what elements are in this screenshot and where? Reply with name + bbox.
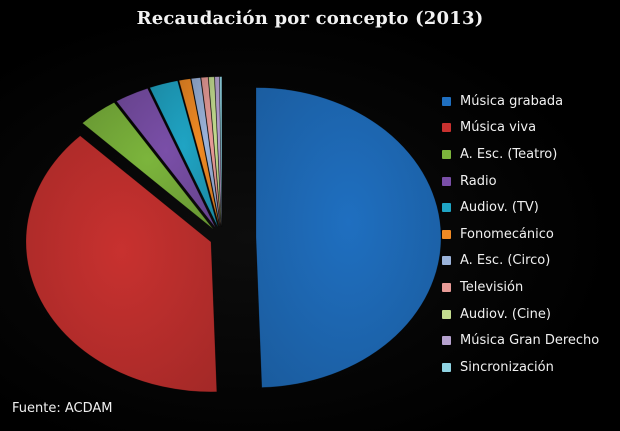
pie-slice-television [200,76,222,227]
legend-item-musica-viva: Música viva [442,115,617,142]
legend-label: Radio [460,173,497,189]
legend-label: A. Esc. (Circo) [460,253,551,269]
pie-slice-musica-gran-derecho [214,76,222,227]
legend-swatch [442,336,451,346]
legend-swatch [442,203,451,213]
legend-swatch [442,282,451,292]
legend-label: A. Esc. (Teatro) [460,146,558,162]
chart-legend: Música grabada Música viva A. Esc. (Teatro… [442,88,617,381]
legend-swatch [442,229,451,239]
legend-item-radio: Radio [442,168,617,195]
pie-slice-audiov-cine [208,76,222,227]
source-note: Fuente: ACDAM [12,401,113,416]
pie-slice-radio [116,88,216,229]
legend-item-a-esc-teatro: A. Esc. (Teatro) [442,141,617,168]
legend-swatch [442,309,451,319]
legend-item-audiov-cine: Audiov. (Cine) [442,301,617,328]
legend-swatch [442,256,451,266]
legend-label: Música grabada [460,93,564,109]
pie-slice-fonomecanico [178,78,220,227]
legend-label: Sincronización [460,359,554,375]
pie-slice-audiov-tv [149,80,219,228]
legend-swatch [442,176,451,186]
pie-slice-musica-grabada [255,87,442,388]
pie-slice-sincronizacion [219,76,223,227]
legend-item-sincronizacion: Sincronización [442,354,617,381]
pie-slice-a-esc-teatro [81,102,214,230]
legend-item-television: Televisión [442,274,617,301]
legend-item-a-esc-circo: A. Esc. (Circo) [442,248,617,275]
legend-label: Audiov. (TV) [460,200,539,216]
legend-swatch [442,96,451,106]
legend-swatch [442,123,451,133]
chart-title: Recaudación por concepto (2013) [136,8,484,29]
legend-swatch [442,149,451,159]
legend-label: Música viva [460,120,537,136]
legend-label: Audiov. (Cine) [460,306,551,322]
legend-item-audiov-tv: Audiov. (TV) [442,194,617,221]
legend-swatch [442,362,451,372]
legend-item-musica-gran-derecho: Música Gran Derecho [442,327,617,354]
legend-label: Fonomecánico [460,226,554,242]
pie-slice-musica-viva [25,135,218,393]
legend-label: Televisión [460,279,524,295]
legend-item-musica-grabada: Música grabada [442,88,617,115]
pie-slice-a-esc-circo [190,77,221,227]
legend-item-fonomecanico: Fonomecánico [442,221,617,248]
legend-label: Música Gran Derecho [460,333,600,349]
